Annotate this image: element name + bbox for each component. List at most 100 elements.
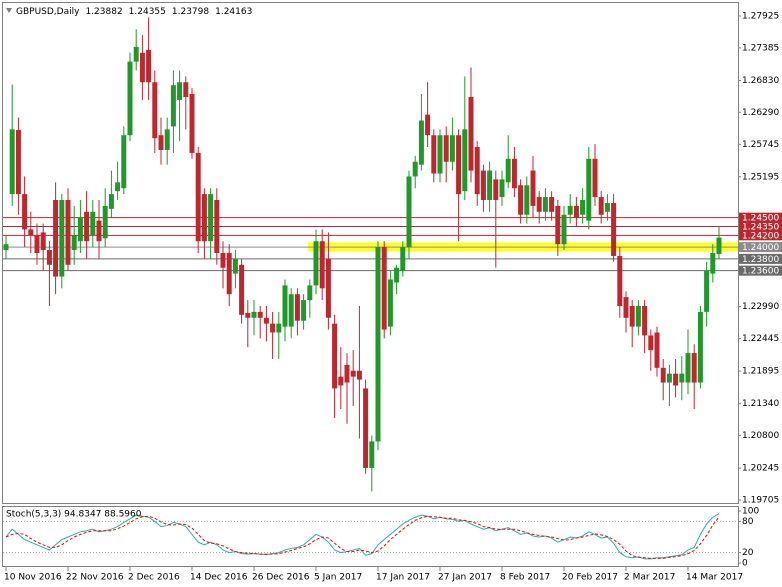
candle-body xyxy=(580,200,586,215)
candle-body xyxy=(344,364,350,383)
x-tick-label: 10 Nov 2016 xyxy=(4,573,62,583)
level-label-box xyxy=(739,230,782,241)
y-tick-label: 0 xyxy=(742,559,748,569)
candle-body xyxy=(536,197,542,212)
level-label: 1.24200 xyxy=(742,231,779,241)
candle-body xyxy=(425,114,431,136)
candle-body xyxy=(34,235,40,253)
last-open: 1.23882 xyxy=(85,7,122,17)
level-label: 1.24350 xyxy=(742,223,779,233)
candle-body xyxy=(59,200,65,277)
candle-body xyxy=(164,129,170,150)
candle-body xyxy=(592,158,598,198)
candle-body xyxy=(691,353,697,383)
candle-body xyxy=(139,52,145,83)
candle-body xyxy=(654,332,660,368)
candle-body xyxy=(332,323,338,389)
x-tick-label: 14 Dec 2016 xyxy=(190,573,248,583)
candle-body xyxy=(108,194,114,209)
candle-body xyxy=(524,185,530,215)
candle-body xyxy=(319,241,325,289)
candle-body xyxy=(96,220,102,242)
main-frame xyxy=(2,2,739,504)
symbol: GBPUSD,Daily xyxy=(16,7,80,17)
candle-body xyxy=(102,205,108,239)
candle-body xyxy=(208,194,214,242)
candle-body xyxy=(704,270,710,312)
candle-body xyxy=(71,235,77,251)
candle-body xyxy=(499,179,505,198)
candle-body xyxy=(456,135,462,195)
y-tick-label: 1.20245 xyxy=(742,464,779,474)
candle-body xyxy=(679,373,685,383)
candle-body xyxy=(226,253,232,295)
candle-body xyxy=(412,161,418,177)
candle-body xyxy=(611,202,617,256)
candle-body xyxy=(518,185,524,215)
candle-body xyxy=(3,244,9,251)
x-tick-label: 17 Jan 2017 xyxy=(376,573,430,583)
y-tick-label: 1.27925 xyxy=(742,12,779,22)
y-tick-label: 1.22445 xyxy=(742,334,779,344)
x-tick-label: 5 Jan 2017 xyxy=(314,573,362,583)
candle-body xyxy=(177,82,183,100)
candle-body xyxy=(40,232,46,251)
candle-body xyxy=(666,373,672,383)
candle-body xyxy=(555,205,561,245)
candle-body xyxy=(437,135,443,174)
candle-body xyxy=(431,135,437,174)
candle-body xyxy=(716,237,722,255)
candle-body xyxy=(480,170,486,201)
candle-body xyxy=(418,120,424,165)
stoch-line xyxy=(5,515,720,559)
candle-body xyxy=(487,170,493,201)
candle-body xyxy=(257,311,263,318)
x-tick-label: 8 Feb 2017 xyxy=(500,573,550,583)
level-label-box xyxy=(739,242,782,253)
candle-body xyxy=(239,264,245,315)
level-label-box xyxy=(739,212,782,223)
x-tick-label: 27 Jan 2017 xyxy=(438,573,492,583)
candle-body xyxy=(152,82,158,139)
candle-body xyxy=(567,205,573,215)
level-label: 1.24000 xyxy=(742,243,779,253)
candle-body xyxy=(65,200,71,265)
y-tick-label: 80 xyxy=(742,517,754,527)
candle-body xyxy=(313,241,319,286)
candle-body xyxy=(493,179,499,201)
y-tick-label: 1.26830 xyxy=(742,76,779,86)
candle-body xyxy=(586,158,592,221)
candle-body xyxy=(549,197,555,212)
y-tick-label: 1.25745 xyxy=(742,140,779,150)
candle-body xyxy=(443,135,449,162)
y-tick-label: 1.19705 xyxy=(742,495,779,505)
candle-body xyxy=(685,353,691,383)
last-close: 1.24163 xyxy=(215,7,252,17)
candle-body xyxy=(201,194,207,242)
x-tick-label: 2 Mar 2017 xyxy=(624,573,675,583)
candle-body xyxy=(697,311,703,383)
candle-body xyxy=(623,297,629,318)
level-label-box xyxy=(739,265,782,276)
candle-body xyxy=(604,202,610,212)
level-label: 1.24500 xyxy=(742,214,779,224)
x-tick-label: 14 Mar 2017 xyxy=(686,573,743,583)
candle-body xyxy=(282,285,288,327)
candle-body xyxy=(648,335,654,351)
chart-title: GBPUSD,Daily 1.23882 1.24355 1.23798 1.24163 xyxy=(16,7,252,17)
candle-body xyxy=(28,229,34,236)
candle-body xyxy=(369,441,375,468)
candle-body xyxy=(9,129,15,195)
level-label-box xyxy=(739,221,782,232)
candle-body xyxy=(387,279,393,327)
candle-body xyxy=(77,217,83,242)
candle-body xyxy=(449,135,455,162)
candle-body xyxy=(146,49,152,83)
y-tick-label: 20 xyxy=(742,548,754,558)
y-tick-label: 1.27385 xyxy=(742,43,779,53)
level-label-box xyxy=(739,253,782,264)
candle-body xyxy=(660,367,666,383)
candle-body xyxy=(245,313,251,318)
candle-body xyxy=(394,267,400,283)
